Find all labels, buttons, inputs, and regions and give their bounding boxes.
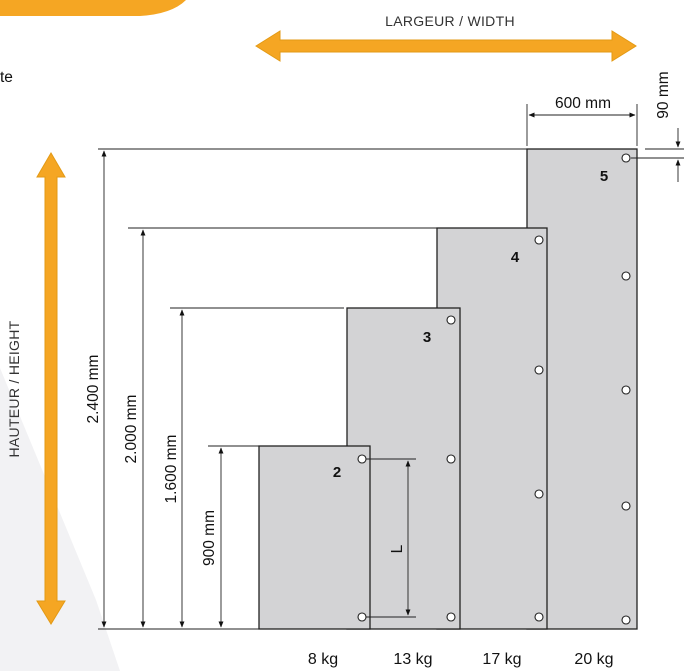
panel-hole: [446, 315, 456, 325]
weight-panel-4: 17 kg: [482, 651, 521, 668]
weight-panel-2: 8 kg: [308, 651, 338, 668]
top-left-text-fragment: te: [0, 69, 13, 86]
hole-offset-dimension: 90 mm: [655, 71, 672, 118]
panel-hole: [621, 501, 631, 511]
height-dimension-2000: 2.000 mm: [123, 395, 140, 464]
panel-hole: [357, 454, 367, 464]
panel-hole: [621, 271, 631, 281]
width-label: LARGEUR / WIDTH: [385, 13, 515, 29]
panel-hole: [621, 385, 631, 395]
panel-hole: [534, 612, 544, 622]
panel-number-3: 3: [423, 329, 431, 346]
weight-panel-3: 13 kg: [393, 651, 432, 668]
panel-hole: [357, 612, 367, 622]
panel-hole: [446, 454, 456, 464]
background-shape: [0, 368, 120, 671]
height-label: HAUTEUR / HEIGHT: [6, 320, 22, 457]
panel-width-dimension: 600 mm: [555, 95, 611, 112]
panel-hole: [621, 615, 631, 625]
width-double-arrow: [255, 30, 637, 62]
panel-hole: [534, 489, 544, 499]
weight-panel-5: 20 kg: [574, 651, 613, 668]
panel-hole: [621, 153, 631, 163]
spacing-label: L: [389, 544, 406, 553]
panel-2: [258, 445, 371, 630]
height-dimension-2400: 2.400 mm: [85, 355, 102, 424]
height-dimension-1600: 1.600 mm: [163, 435, 180, 504]
height-dimension-900: 900 mm: [201, 510, 218, 566]
panel-hole: [534, 235, 544, 245]
panel-number-2: 2: [333, 464, 341, 481]
orange-corner-shape: [0, 0, 186, 16]
panel-hole: [446, 612, 456, 622]
height-double-arrow: [36, 152, 66, 625]
panel-number-4: 4: [511, 249, 520, 266]
panel-hole: [534, 365, 544, 375]
panel-number-5: 5: [600, 168, 608, 185]
